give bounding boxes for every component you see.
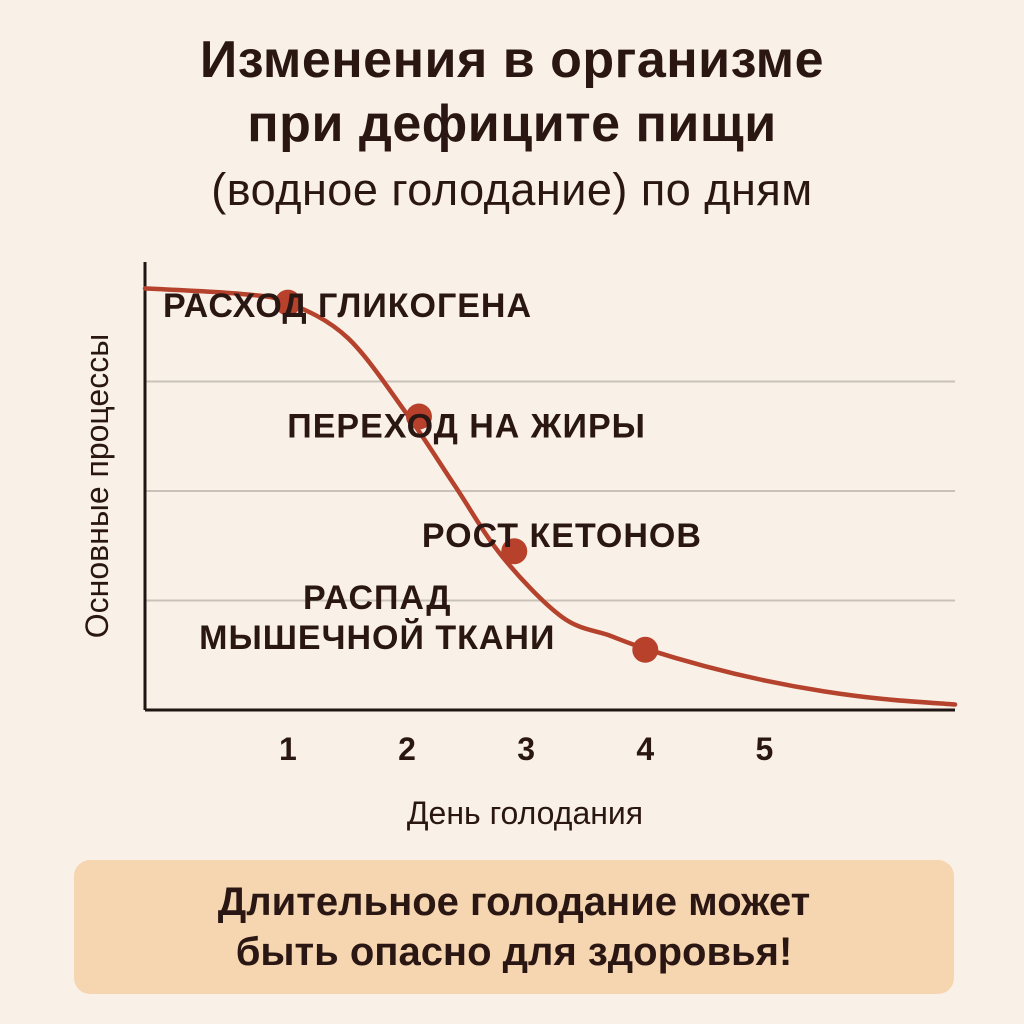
x-tick-label-1: 1 [279, 731, 297, 767]
series-line-group [142, 286, 958, 707]
x-tick-label-4: 4 [636, 731, 654, 767]
chart-title-line-2: при дефиците пищи [247, 95, 777, 153]
data-point-marker-4 [632, 636, 659, 663]
grid-lines [145, 380, 955, 602]
phase-label-1: РАСХОД ГЛИКОГЕНА [163, 287, 532, 325]
warning-callout: Длительное голодание может быть опасно д… [74, 860, 954, 994]
chart-subtitle: (водное голодание) по дням [211, 164, 813, 215]
data-point-marker-2 [405, 403, 432, 430]
warning-line-2: быть опасно для здоровья! [235, 930, 793, 974]
x-tick-label-2: 2 [398, 731, 416, 767]
axes [143, 262, 955, 712]
series-line [142, 286, 958, 707]
x-tick-label-3: 3 [517, 731, 535, 767]
phase-label-4-line-2: МЫШЕЧНОЙ ТКАНИ [199, 618, 555, 657]
data-point-marker-3 [501, 538, 528, 565]
phase-label-2: ПЕРЕХОД НА ЖИРЫ [287, 407, 646, 445]
chart-title-line-1: Изменения в организме [199, 31, 825, 89]
y-axis-title: Основные процессы [79, 334, 115, 638]
warning-line-1: Длительное голодание может [217, 880, 811, 924]
fasting-chart: 1 2 3 4 5 День голодания Основные процессы Р… [79, 262, 958, 831]
x-tick-labels: 1 2 3 4 5 [279, 731, 773, 767]
x-tick-label-5: 5 [756, 731, 774, 767]
title-block: Изменения в организме при дефиците пищи … [0, 28, 1024, 220]
phase-label-3: РОСТ КЕТОНОВ [422, 517, 702, 555]
x-axis-title: День голодания [407, 795, 643, 831]
series-markers [274, 289, 659, 663]
phase-labels: РАСХОД ГЛИКОГЕНА ПЕРЕХОД НА ЖИРЫ РОСТ КЕТО… [163, 287, 702, 657]
data-point-marker-1 [274, 289, 301, 316]
phase-label-4-line-1: РАСПАД [303, 579, 451, 617]
